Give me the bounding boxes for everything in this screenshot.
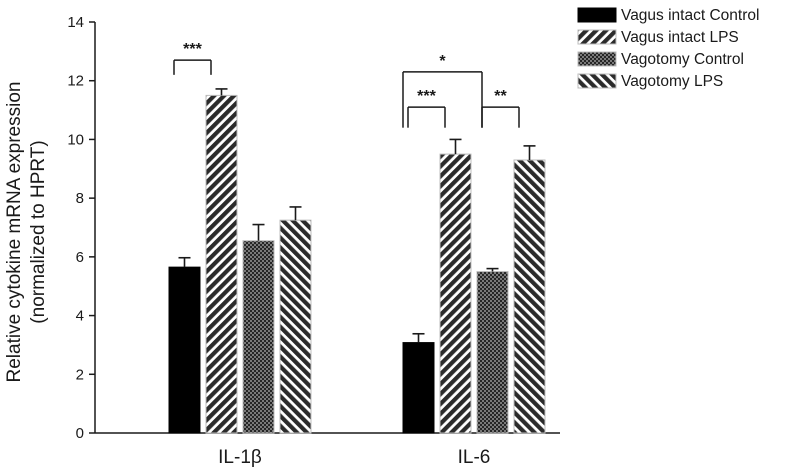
y-tick-label: 10 xyxy=(67,131,84,148)
bar xyxy=(279,219,312,434)
y-axis-title-line-2: (normalized to HPRT) xyxy=(28,140,49,323)
significance-brackets: ****** *** xyxy=(173,41,520,128)
x-category-label: IL-1β xyxy=(218,447,262,468)
significance-label: *** xyxy=(183,41,202,58)
y-tick-label: 2 xyxy=(76,366,84,383)
legend-swatch xyxy=(577,51,617,67)
y-tick-label: 8 xyxy=(76,190,84,207)
legend-label: Vagotomy LPS xyxy=(621,73,723,90)
bars: IL-1β IL-6 xyxy=(168,88,546,468)
y-tick-label: 6 xyxy=(76,249,84,266)
significance-label: ** xyxy=(494,88,507,105)
x-category-label: IL-6 xyxy=(458,447,491,468)
bar xyxy=(168,266,201,434)
y-tick-label: 0 xyxy=(76,425,84,442)
legend-label: Vagotomy Control xyxy=(621,51,744,68)
significance-label: *** xyxy=(417,88,436,105)
legend-swatch xyxy=(577,29,617,45)
y-axis-title-line-1: Relative cytokine mRNA expression xyxy=(4,82,25,383)
legend-label: Vagus intact Control xyxy=(621,7,759,24)
legend-swatch xyxy=(577,73,617,89)
bar xyxy=(402,342,435,434)
significance-label: * xyxy=(439,53,446,70)
y-tick-label: 4 xyxy=(76,308,84,325)
legend-label: Vagus intact LPS xyxy=(621,29,739,46)
bar xyxy=(205,94,238,434)
legend-swatch xyxy=(577,7,617,23)
y-tick-label: 14 xyxy=(67,14,84,31)
bar xyxy=(513,159,546,434)
bar xyxy=(476,271,509,434)
bar xyxy=(439,153,472,434)
legend: Vagus intact Control Vagus intact LPS Vago… xyxy=(577,7,759,90)
y-tick-label: 12 xyxy=(67,73,84,90)
bar xyxy=(242,240,275,434)
